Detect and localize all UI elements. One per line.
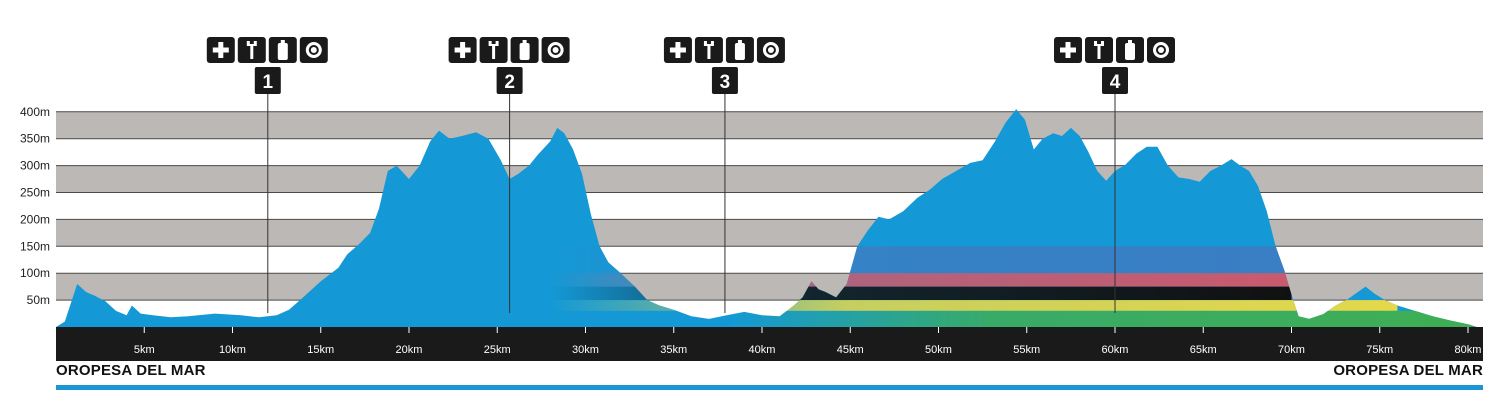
plus-icon xyxy=(448,37,477,63)
x-tick-label: 30km xyxy=(572,344,599,356)
wrench-icon xyxy=(237,37,266,63)
plus-icon xyxy=(663,37,692,63)
x-tick-label: 50km xyxy=(925,344,952,356)
y-axis-labels: 50m 100m 150m 200m 250m 300m 350m 400m xyxy=(20,105,50,307)
y-tick-label: 50m xyxy=(27,293,50,307)
y-tick-label: 400m xyxy=(20,105,50,119)
station-number-box xyxy=(496,67,523,94)
plus-icon xyxy=(206,37,235,63)
bottle-icon xyxy=(268,37,297,63)
x-tick-label: 25km xyxy=(484,344,511,356)
station-number-box xyxy=(1102,67,1128,94)
y-tick-label: 300m xyxy=(20,159,50,173)
station-number-box xyxy=(254,67,281,94)
finish-location-label: OROPESA DEL MAR xyxy=(1333,362,1483,379)
station-number: 3 xyxy=(720,72,731,93)
station-number-box xyxy=(711,67,738,94)
wrench-icon xyxy=(1085,37,1113,63)
x-axis-bar xyxy=(56,327,1483,361)
aid-station: 2 xyxy=(448,37,570,313)
x-tick-label: 40km xyxy=(749,344,776,356)
food-icon xyxy=(1147,37,1175,63)
bottle-icon xyxy=(510,37,539,63)
x-axis: 5km 10km 15km 20km 25km 30km 35km 40km 45km 50km 5… xyxy=(56,327,1483,361)
footer-line xyxy=(56,385,1483,390)
bottle-icon xyxy=(1116,37,1144,63)
grid-band xyxy=(56,165,1483,193)
x-tick-label: 35km xyxy=(660,344,687,356)
difficulty-band xyxy=(550,300,1398,311)
aid-stations: 1 2 3 4 xyxy=(206,37,1175,313)
aid-station: 4 xyxy=(1054,37,1175,313)
wrench-icon xyxy=(479,37,508,63)
station-number: 1 xyxy=(263,72,274,93)
bottle-icon xyxy=(725,37,754,63)
x-tick-label: 55km xyxy=(1013,344,1040,356)
station-number: 4 xyxy=(1110,72,1121,93)
y-tick-label: 100m xyxy=(20,266,50,280)
grid-band xyxy=(56,111,1483,139)
x-tick-label: 80km xyxy=(1455,344,1482,356)
wrench-icon xyxy=(694,37,723,63)
y-tick-label: 350m xyxy=(20,132,50,146)
station-number: 2 xyxy=(504,72,515,93)
plus-icon xyxy=(1054,37,1082,63)
x-tick-label: 65km xyxy=(1190,344,1217,356)
food-icon xyxy=(541,37,570,63)
y-tick-label: 150m xyxy=(20,239,50,253)
x-tick-label: 60km xyxy=(1102,344,1129,356)
x-tick-label: 5km xyxy=(134,344,155,356)
x-tick-label: 20km xyxy=(396,344,423,356)
y-tick-label: 200m xyxy=(20,212,50,226)
difficulty-band xyxy=(550,246,1292,274)
aid-station: 3 xyxy=(663,37,785,313)
start-location-label: OROPESA DEL MAR xyxy=(56,362,206,379)
difficulty-band xyxy=(726,310,1477,327)
x-tick-label: 15km xyxy=(307,344,334,356)
food-icon xyxy=(756,37,785,63)
x-tick-label: 75km xyxy=(1366,344,1393,356)
x-tick-label: 10km xyxy=(219,344,246,356)
y-tick-label: 250m xyxy=(20,186,50,200)
aid-station: 1 xyxy=(206,37,328,313)
x-tick-label: 70km xyxy=(1278,344,1305,356)
food-icon xyxy=(299,37,328,63)
x-tick-label: 45km xyxy=(837,344,864,356)
